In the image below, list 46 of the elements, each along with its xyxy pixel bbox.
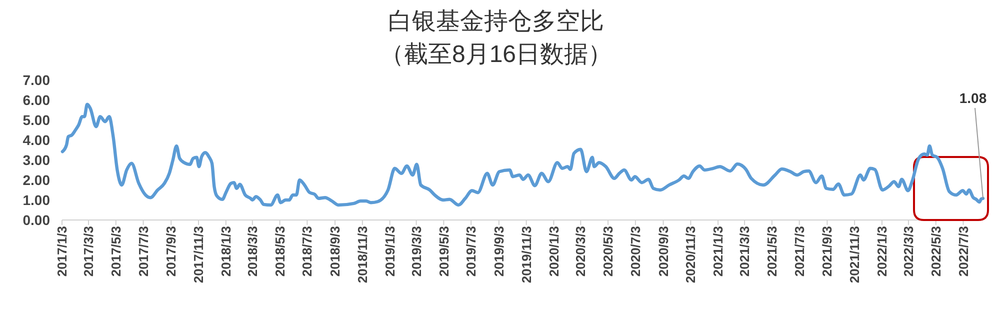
annotation: 1.08 — [959, 90, 987, 106]
x-tick-label: 2018/3/3 — [244, 226, 260, 277]
x-tick-label: 2020/3/3 — [573, 226, 588, 277]
x-tick-label: 2019/7/3 — [464, 226, 479, 277]
x-tick-label: 2018/7/3 — [300, 226, 315, 277]
x-tick-label: 2020/7/3 — [628, 226, 643, 277]
x-tick-label: 2018/9/3 — [328, 226, 343, 277]
y-tick-label: 3.00 — [22, 152, 50, 168]
x-tick-label: 2017/5/3 — [108, 226, 124, 277]
x-tick-label: 2018/1/3 — [218, 226, 234, 277]
x-tick-label: 2020/5/3 — [600, 226, 616, 277]
x-tick-label: 2017/11/3 — [191, 226, 206, 284]
x-tick-label: 2019/1/3 — [382, 226, 398, 277]
x-tick-label: 2022/5/3 — [928, 226, 944, 277]
x-tick-label: 2020/9/3 — [656, 226, 671, 277]
x-tick-label: 2022/7/3 — [956, 226, 971, 277]
y-tick-label: 0.00 — [22, 212, 50, 228]
y-tick-label: 5.00 — [22, 112, 50, 128]
x-tick-label: 2018/5/3 — [272, 226, 288, 277]
x-tick-label: 2021/7/3 — [792, 226, 807, 277]
x-tick-label: 2019/11/3 — [518, 226, 534, 284]
x-tick-label: 2021/1/3 — [710, 226, 726, 277]
x-tick-label: 2021/5/3 — [764, 226, 780, 277]
y-tick-label: 4.00 — [22, 132, 50, 148]
x-tick-label: 2018/11/3 — [354, 226, 370, 284]
chart-subtitle: （截至8月16日数据） — [380, 41, 612, 68]
x-tick-label: 2017/7/3 — [136, 226, 151, 277]
x-tick-label: 2021/9/3 — [820, 226, 835, 277]
x-tick-label: 2017/1/3 — [54, 226, 70, 277]
chart-title: 白银基金持仓多空比 — [388, 8, 604, 35]
line-series — [60, 102, 985, 207]
y-tick-label: 1.00 — [22, 192, 50, 208]
x-tick-label: 2021/3/3 — [737, 226, 752, 277]
x-tick-label: 2020/1/3 — [546, 226, 562, 277]
x-tick-label: 2017/3/3 — [81, 226, 96, 277]
y-tick-label: 6.00 — [22, 92, 50, 108]
x-tick-label: 2017/9/3 — [164, 226, 179, 277]
x-tick-label: 2022/3/3 — [901, 226, 916, 277]
y-tick-label: 7.00 — [22, 72, 50, 88]
x-tick-label: 2021/11/3 — [847, 226, 862, 284]
x-tick-label: 2020/11/3 — [683, 226, 698, 284]
x-tick-label: 2022/1/3 — [874, 226, 890, 277]
x-tick-label: 2019/5/3 — [436, 226, 452, 277]
y-tick-label: 2.00 — [22, 172, 50, 188]
x-tick-label: 2019/3/3 — [408, 226, 424, 277]
x-tick-label: 2019/9/3 — [491, 226, 506, 277]
